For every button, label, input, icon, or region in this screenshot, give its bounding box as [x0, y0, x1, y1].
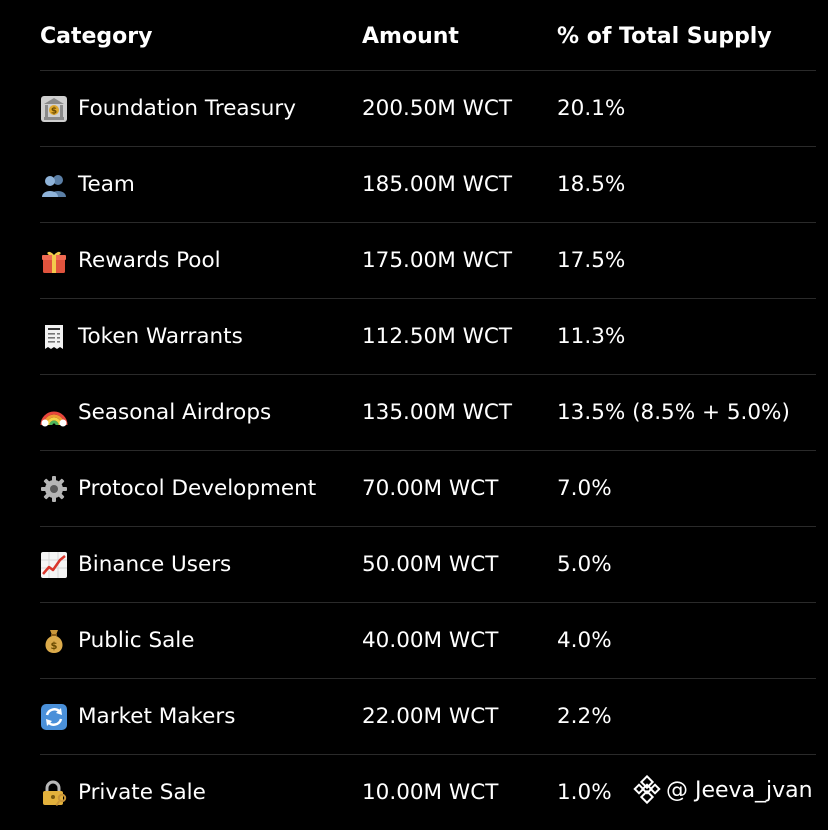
lock-key-icon	[40, 779, 68, 807]
percent-cell: 11.3%	[557, 324, 626, 349]
amount-cell: 70.00M WCT	[362, 476, 499, 501]
category-cell: $ Public Sale	[40, 603, 195, 678]
gear-icon	[40, 475, 68, 503]
table-row: Private Sale 10.00M WCT 1.0%	[40, 755, 816, 830]
watermark-handle: @ Jeeva_jvan	[666, 777, 813, 803]
table-header: Category Amount % of Total Supply	[40, 0, 816, 71]
table-row: Seasonal Airdrops 135.00M WCT 13.5% (8.5…	[40, 375, 816, 451]
percent-cell: 20.1%	[557, 96, 626, 121]
header-category: Category	[40, 24, 153, 49]
chart-up-icon	[40, 551, 68, 579]
category-cell: Rewards Pool	[40, 223, 221, 298]
gift-icon	[40, 247, 68, 275]
percent-cell: 1.0%	[557, 780, 612, 805]
percent-cell: 7.0%	[557, 476, 612, 501]
category-cell: Private Sale	[40, 755, 206, 830]
table-row: Market Makers 22.00M WCT 2.2%	[40, 679, 816, 755]
percent-cell: 17.5%	[557, 248, 626, 273]
category-label: Team	[78, 172, 135, 197]
category-label: Binance Users	[78, 552, 232, 577]
refresh-icon	[40, 703, 68, 731]
bank-icon: $	[40, 95, 68, 123]
amount-cell: 50.00M WCT	[362, 552, 499, 577]
category-cell: Protocol Development	[40, 451, 316, 526]
amount-cell: 112.50M WCT	[362, 324, 513, 349]
table-row: Rewards Pool 175.00M WCT 17.5%	[40, 223, 816, 299]
category-cell: Team	[40, 147, 135, 222]
amount-cell: 200.50M WCT	[362, 96, 513, 121]
amount-cell: 40.00M WCT	[362, 628, 499, 653]
table-row: $ Public Sale 40.00M WCT 4.0%	[40, 603, 816, 679]
amount-cell: 135.00M WCT	[362, 400, 513, 425]
category-label: Rewards Pool	[78, 248, 221, 273]
percent-cell: 13.5% (8.5% + 5.0%)	[557, 400, 790, 425]
category-cell: Seasonal Airdrops	[40, 375, 271, 450]
category-cell: $ Foundation Treasury	[40, 71, 296, 146]
category-label: Token Warrants	[78, 324, 243, 349]
amount-cell: 22.00M WCT	[362, 704, 499, 729]
percent-cell: 18.5%	[557, 172, 626, 197]
header-amount: Amount	[362, 24, 459, 49]
category-label: Seasonal Airdrops	[78, 400, 272, 425]
percent-cell: 4.0%	[557, 628, 612, 653]
svg-text:$: $	[51, 106, 57, 116]
binance-logo-icon	[632, 774, 662, 805]
amount-cell: 175.00M WCT	[362, 248, 513, 273]
category-cell: Binance Users	[40, 527, 231, 602]
category-label: Market Makers	[78, 704, 236, 729]
watermark: @ Jeeva_jvan	[632, 770, 813, 810]
category-cell: Token Warrants	[40, 299, 243, 374]
table-row: Binance Users 50.00M WCT 5.0%	[40, 527, 816, 603]
category-label: Private Sale	[78, 780, 206, 805]
table-row: Token Warrants 112.50M WCT 11.3%	[40, 299, 816, 375]
table-row: $ Foundation Treasury 200.50M WCT 20.1%	[40, 71, 816, 147]
rainbow-icon	[40, 399, 68, 427]
category-cell: Market Makers	[40, 679, 235, 754]
allocation-table: Category Amount % of Total Supply $ Foun…	[40, 0, 816, 830]
percent-cell: 2.2%	[557, 704, 612, 729]
amount-cell: 10.00M WCT	[362, 780, 499, 805]
category-label: Foundation Treasury	[78, 96, 296, 121]
amount-cell: 185.00M WCT	[362, 172, 513, 197]
category-label: Protocol Development	[78, 476, 317, 501]
category-label: Public Sale	[78, 628, 195, 653]
receipt-icon	[40, 323, 68, 351]
table-row: Protocol Development 70.00M WCT 7.0%	[40, 451, 816, 527]
svg-text:$: $	[51, 641, 58, 652]
table-row: Team 185.00M WCT 18.5%	[40, 147, 816, 223]
money-bag-icon: $	[40, 627, 68, 655]
percent-cell: 5.0%	[557, 552, 612, 577]
header-percent: % of Total Supply	[557, 24, 772, 49]
team-icon	[40, 171, 68, 199]
